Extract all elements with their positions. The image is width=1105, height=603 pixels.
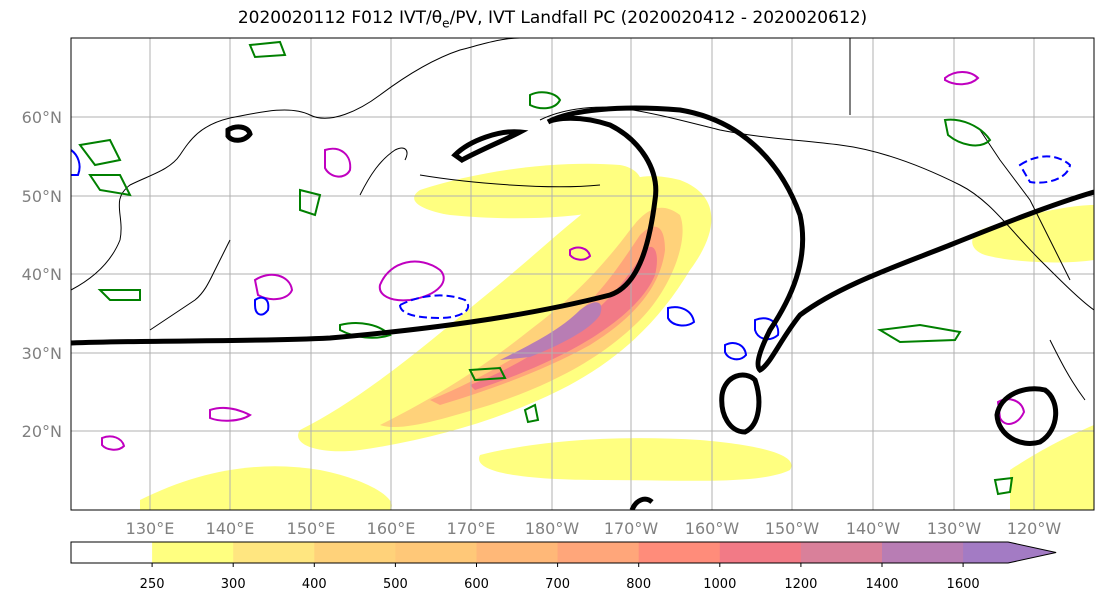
pc-loop-4 (994, 386, 1059, 446)
colorbar-extend-arrow (963, 542, 1057, 563)
lon-label: 160°E (367, 519, 416, 538)
thetae-7 (468, 366, 507, 382)
colorbar-segment (800, 542, 883, 563)
colorbar-tick-label: 1400 (865, 577, 898, 592)
colorbar: 250 300 400 500 600 700 800 1000 1200 1400 1600 (70, 541, 1057, 592)
pv-neg-1 (398, 294, 470, 320)
ivt-band-250e (972, 205, 1094, 263)
colorbar-segment (638, 542, 721, 563)
colorbar-tick-label: 300 (221, 577, 246, 592)
pv-pos-4 (209, 406, 252, 422)
ivt-band-1400 (500, 302, 602, 360)
colorbar-tick-label: 250 (140, 577, 165, 592)
pc-loop-5 (629, 496, 654, 510)
plot-title: 2020020112 F012 IVT/θe/PV, IVT Landfall … (237, 8, 868, 31)
pv-neg-4 (724, 342, 748, 361)
lon-label: 140°E (206, 519, 255, 538)
ivt-band-250f (1010, 425, 1094, 510)
colorbar-segment (314, 542, 396, 563)
coast-nw-america (849, 38, 1071, 281)
pc-loop-3 (719, 372, 762, 435)
pc-loop-2 (225, 124, 253, 143)
coast-asia (71, 38, 521, 291)
colorbar-tick-label: 1000 (703, 577, 736, 592)
pc-main-line (71, 105, 1094, 374)
coast-kamchatka (359, 147, 408, 196)
colorbar-segment (233, 542, 315, 563)
theta-e-contours (78, 40, 1014, 496)
lon-label: 150°E (287, 519, 336, 538)
landfall-pc-contours (71, 105, 1094, 510)
coast-baja (1049, 339, 1086, 401)
colorbar-tick-label: 500 (383, 577, 408, 592)
colorbar-segment (557, 542, 640, 563)
pv-pos-7 (944, 71, 980, 86)
lon-label: 120°W (1007, 519, 1062, 538)
pv-pos-2 (378, 260, 445, 302)
coast-aleutians (419, 174, 601, 188)
ivt-band-250d (140, 466, 392, 510)
lon-label: 170°W (604, 519, 659, 538)
colorbar-segment (152, 542, 234, 563)
pv-neg-2 (254, 296, 270, 316)
thetae-2 (88, 174, 132, 197)
pv-pos-1 (324, 147, 352, 178)
pc-loop-1 (451, 129, 529, 163)
thetae-5 (97, 289, 141, 301)
colorbar-tick-label: 1200 (784, 577, 817, 592)
thetae-10 (943, 118, 992, 147)
thetae-8 (523, 403, 540, 424)
latitude-labels: 60°N 50°N 40°N 30°N 20°N (22, 108, 62, 441)
pv-neg-3 (667, 306, 696, 327)
colorbar-tick-label: 1600 (947, 577, 980, 592)
lat-label: 50°N (22, 187, 62, 206)
thetae-11 (993, 476, 1014, 496)
colorbar-segment (71, 542, 153, 563)
pv-negative-contours (71, 149, 1072, 361)
ivt-band-250c (479, 438, 792, 481)
thetae-3 (529, 91, 562, 110)
ivt-band-400 (380, 207, 683, 428)
lat-label: 20°N (22, 422, 62, 441)
lon-label: 140°W (846, 519, 901, 538)
colorbar-outline (70, 541, 1057, 564)
colorbar-tick-label: 400 (302, 577, 327, 592)
lon-label: 130°E (126, 519, 175, 538)
colorbar-segment (476, 542, 559, 563)
colorbar-tick-label: 600 (464, 577, 489, 592)
lon-label: 160°W (685, 519, 740, 538)
thetae-1 (78, 138, 122, 167)
pv-neg-7 (71, 149, 81, 176)
pv-neg-6 (1018, 155, 1072, 184)
lat-label: 60°N (22, 108, 62, 127)
thetae-9 (877, 323, 962, 344)
thetae-4 (299, 188, 322, 217)
lon-label: 170°E (447, 519, 496, 538)
ivt-band-250 (298, 176, 712, 452)
lat-label: 30°N (22, 344, 62, 363)
pv-pos-5 (101, 435, 126, 451)
longitude-labels: 130°E 140°E 150°E 160°E 170°E 180°W 170°W 160°W… (126, 519, 1062, 538)
colorbar-tick-label: 800 (626, 577, 651, 592)
colorbar-segment (719, 542, 802, 563)
lat-label: 40°N (22, 265, 62, 284)
colorbar-tick-label: 700 (545, 577, 570, 592)
colorbar-segment (395, 542, 477, 563)
colorbar-segment (882, 542, 964, 563)
thetae-12 (248, 40, 287, 59)
lon-label: 180°W (525, 519, 580, 538)
lon-label: 130°W (927, 519, 982, 538)
pv-pos-6 (569, 246, 592, 261)
map-border (70, 37, 1095, 511)
coast-japan (149, 239, 231, 331)
pv-neg-5 (754, 317, 780, 341)
lon-label: 150°W (765, 519, 820, 538)
